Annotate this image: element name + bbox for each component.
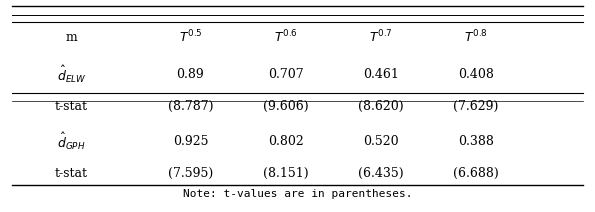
- Text: (8.620): (8.620): [358, 100, 403, 113]
- Text: $T^{0.5}$: $T^{0.5}$: [178, 29, 202, 46]
- Text: t-stat: t-stat: [55, 167, 88, 180]
- Text: $T^{0.6}$: $T^{0.6}$: [274, 29, 298, 46]
- Text: $T^{0.7}$: $T^{0.7}$: [369, 29, 392, 46]
- Text: 0.408: 0.408: [458, 68, 494, 81]
- Text: Note: t-values are in parentheses.: Note: t-values are in parentheses.: [183, 189, 412, 199]
- Text: $\hat{d}_{GPH}$: $\hat{d}_{GPH}$: [57, 131, 86, 152]
- Text: (8.787): (8.787): [168, 100, 213, 113]
- Text: (7.629): (7.629): [453, 100, 499, 113]
- Text: (9.606): (9.606): [263, 100, 308, 113]
- Text: 0.707: 0.707: [268, 68, 303, 81]
- Text: 0.89: 0.89: [177, 68, 204, 81]
- Text: (6.688): (6.688): [453, 167, 499, 180]
- Text: 0.802: 0.802: [268, 135, 303, 148]
- Text: m: m: [65, 31, 77, 44]
- Text: (7.595): (7.595): [168, 167, 213, 180]
- Text: $T^{0.8}$: $T^{0.8}$: [464, 29, 488, 46]
- Text: 0.388: 0.388: [458, 135, 494, 148]
- Text: 0.520: 0.520: [363, 135, 399, 148]
- Text: (6.435): (6.435): [358, 167, 403, 180]
- Text: 0.925: 0.925: [173, 135, 208, 148]
- Text: (8.151): (8.151): [263, 167, 308, 180]
- Text: 0.461: 0.461: [363, 68, 399, 81]
- Text: $\hat{d}_{ELW}$: $\hat{d}_{ELW}$: [57, 64, 86, 85]
- Text: t-stat: t-stat: [55, 100, 88, 113]
